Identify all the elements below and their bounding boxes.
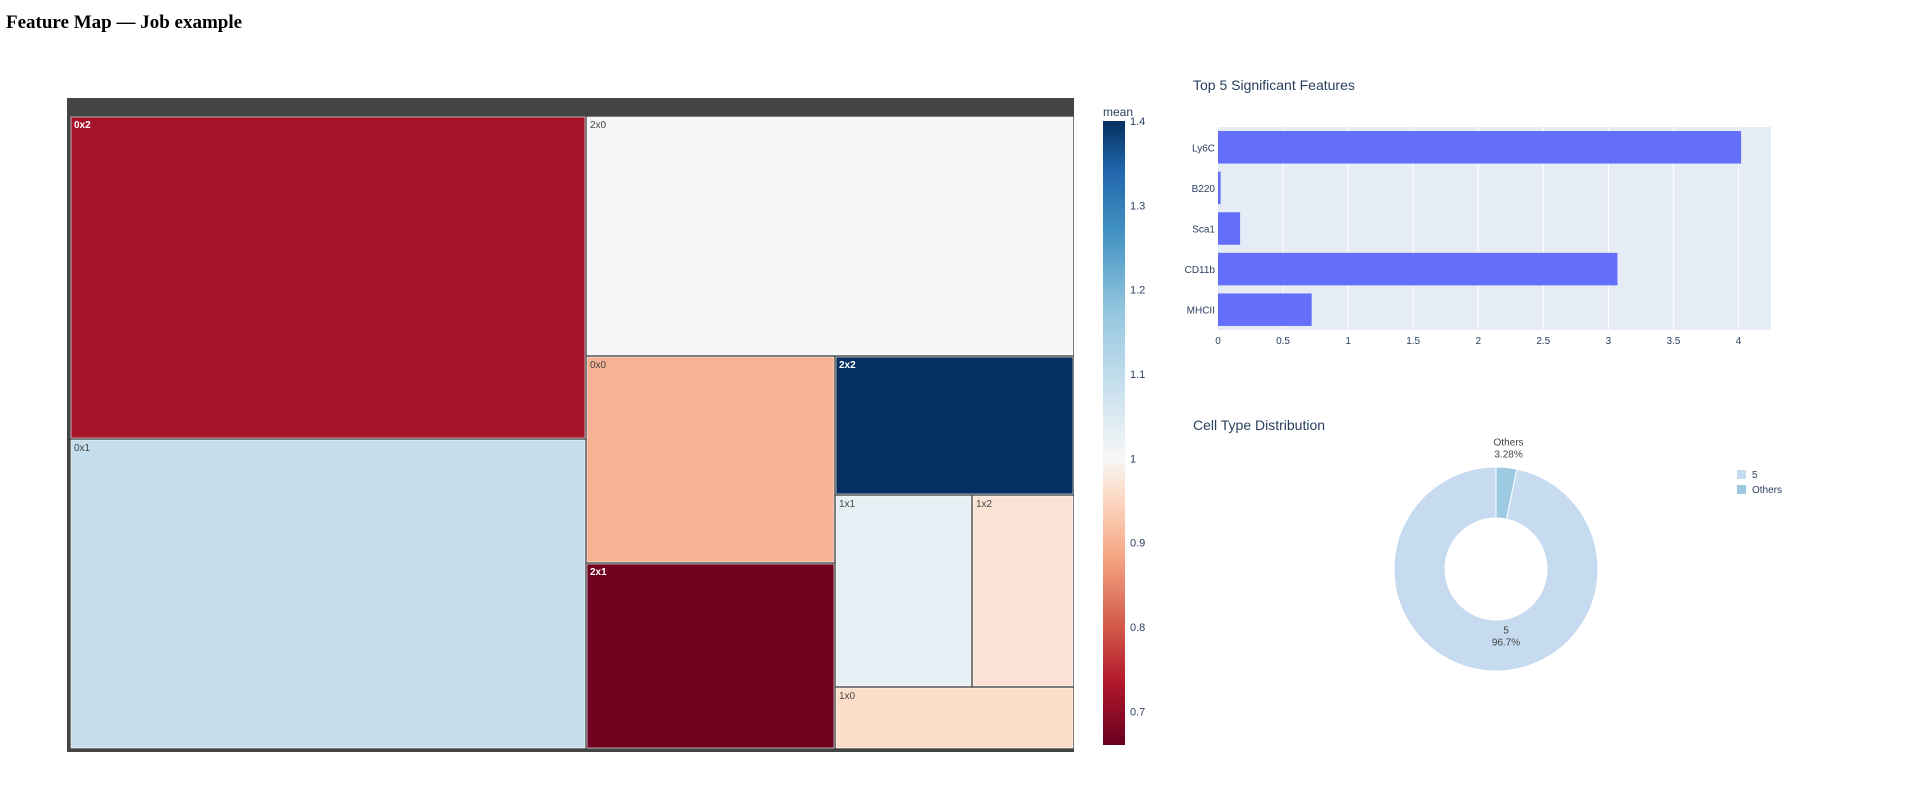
colorbar-tick-label: 1.4 [1130,116,1145,128]
treemap-tiles: 0x2 0x1 2x0 0x0 2x2 2x1 1x1 1x2 1x0 [70,116,1074,749]
bar-cd11b[interactable] [1218,252,1618,286]
treemap-tile-2x1[interactable] [586,563,835,749]
treemap-tile-2x2[interactable] [835,356,1074,495]
treemap-tile-1x2[interactable] [972,495,1074,687]
treemap-tile-1x0[interactable] [835,687,1074,749]
bar-sca1[interactable] [1218,212,1241,245]
colorbar-tick-label: 1.3 [1130,200,1145,212]
colorbar-tick-label: 0.8 [1130,622,1145,634]
treemap-chart: 0x2 0x1 2x0 0x0 2x2 2x1 1x1 1x2 1x0 [67,98,1074,752]
donut-slice-others[interactable] [1495,466,1518,520]
bar-x-tick-label: 0 [1215,336,1221,347]
treemap-tile-2x0[interactable] [586,116,1074,356]
bar-category-label: CD11b [1185,265,1216,276]
bar-category-label: MHCII [1187,306,1215,317]
bar-mhcii[interactable] [1218,293,1312,326]
legend-entry-5[interactable]: 5 [1752,470,1758,481]
bar-x-tick-label: 2.5 [1536,336,1550,347]
treemap-tile-label: 2x1 [590,567,607,578]
treemap-tile-label: 0x0 [590,360,607,371]
colorbar-tick-label: 1.1 [1130,369,1145,381]
bar-category-label: B220 [1192,184,1216,195]
colorbar-tick-label: 0.9 [1130,538,1145,550]
donut-slice-label: 5 [1503,626,1509,637]
colorbar-tick-label: 0.7 [1130,706,1145,718]
donut-chart: Cell Type Distribution 596.7%Others3.28%… [1193,417,1782,672]
bar-ly6c[interactable] [1218,131,1742,164]
bar-x-tick-label: 2 [1475,336,1481,347]
legend-entry-others[interactable]: Others [1752,485,1782,496]
treemap-tile-0x1[interactable] [70,439,586,749]
bar-category-label: Ly6C [1192,143,1215,154]
bar-bars [1218,131,1742,326]
bar-category-label: Sca1 [1192,225,1215,236]
donut-slice-5[interactable] [1393,466,1599,672]
donut-chart-title: Cell Type Distribution [1193,417,1325,433]
donut-slice-percent: 96.7% [1492,638,1520,649]
legend-swatch [1737,485,1746,494]
treemap-tile-label: 1x1 [839,499,856,510]
treemap-tile-label: 1x0 [839,691,856,702]
legend-swatch [1737,470,1746,479]
donut-legend: 5 Others [1737,470,1782,496]
page-title: Feature Map — Job example [6,12,243,33]
treemap-tile-0x2[interactable] [70,116,586,439]
bar-category-labels: Ly6C B220 Sca1 CD11b MHCII [1185,143,1216,316]
donut-slice-label: Others [1494,438,1524,449]
bar-x-tick-label: 1 [1345,336,1351,347]
donut-slice-percent: 3.28% [1494,450,1522,461]
treemap-tile-1x1[interactable] [835,495,972,687]
colorbar-tick-label: 1.2 [1130,285,1145,297]
colorbar: mean 0.7 0.8 0.9 1 1.1 1.2 1.3 1.4 [1103,105,1145,745]
colorbar-tick-label: 1 [1130,453,1136,465]
colorbar-scale [1103,121,1125,745]
treemap-tile-label: 0x1 [74,443,91,454]
bar-x-tick-label: 1.5 [1406,336,1420,347]
bar-x-tick-label: 4 [1736,336,1742,347]
treemap-tile-label: 2x2 [839,360,856,371]
bar-x-tick-label: 0.5 [1276,336,1290,347]
bar-chart-title: Top 5 Significant Features [1193,77,1355,93]
donut-slices [1393,466,1599,672]
treemap-tile-label: 0x2 [74,120,91,131]
treemap-tile-0x0[interactable] [586,356,835,563]
bar-x-tick-label: 3.5 [1666,336,1680,347]
bar-chart: Top 5 Significant Features Ly6C B220 Sca1 C… [1185,77,1771,347]
bar-x-tick-label: 3 [1606,336,1612,347]
bar-x-tick-labels: 0 0.5 1 1.5 2 2.5 3 3.5 4 [1215,336,1741,347]
colorbar-title: mean [1103,105,1133,119]
treemap-tile-label: 2x0 [590,120,607,131]
treemap-tile-label: 1x2 [976,499,993,510]
bar-b220[interactable] [1218,171,1221,205]
colorbar-ticks: 0.7 0.8 0.9 1 1.1 1.2 1.3 1.4 [1130,116,1145,718]
